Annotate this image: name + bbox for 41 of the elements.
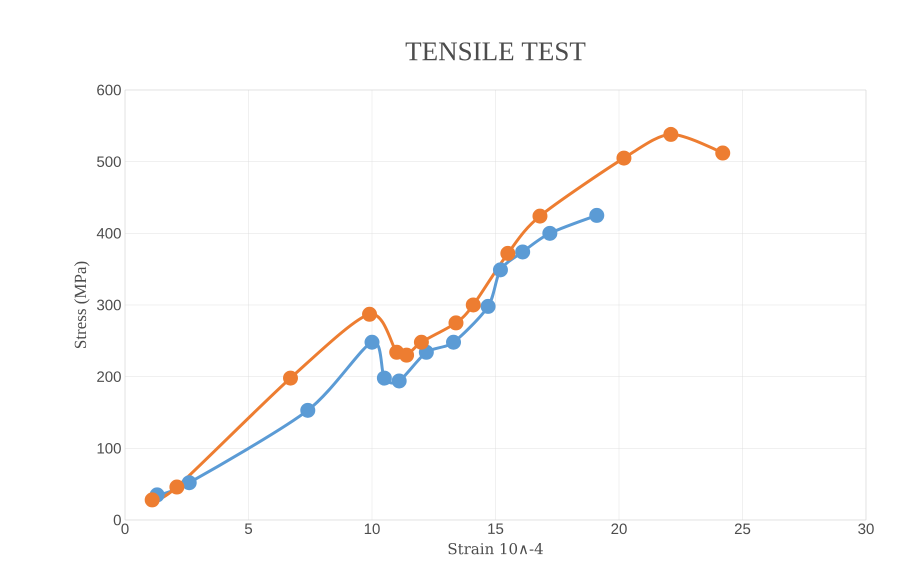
x-tick-label: 10 <box>364 524 380 534</box>
point <box>414 334 429 350</box>
x-tick-label: 30 <box>858 524 874 534</box>
point <box>446 334 462 350</box>
point <box>399 348 414 363</box>
point <box>500 246 516 261</box>
y-tick-label: 100 <box>98 443 121 454</box>
point <box>715 146 730 161</box>
x-tick-label: 0 <box>121 524 129 534</box>
point <box>364 334 380 350</box>
x-tick-label: 5 <box>244 524 252 534</box>
point <box>492 262 508 278</box>
chart-title: TENSILE TEST <box>406 42 586 60</box>
point <box>663 126 678 142</box>
x-tick-label: 20 <box>611 524 627 534</box>
point <box>448 315 464 330</box>
y-tick-label: 500 <box>97 156 121 167</box>
point <box>300 402 316 418</box>
y-tick-label: 200 <box>97 371 121 382</box>
y-tick-label: 300 <box>97 300 121 310</box>
y-tick-label: 400 <box>96 228 121 239</box>
x-tick-label: 15 <box>488 524 504 534</box>
y-axis-title: Stress (MPa) <box>74 262 90 348</box>
point <box>466 297 481 312</box>
point <box>392 373 407 388</box>
point <box>480 298 496 314</box>
point <box>376 370 392 386</box>
y-tick-label: 600 <box>97 84 121 96</box>
point <box>362 306 378 322</box>
point <box>616 150 632 166</box>
point <box>589 208 604 223</box>
point <box>542 226 558 241</box>
point <box>169 480 184 495</box>
point <box>283 370 298 386</box>
point <box>532 208 548 224</box>
point <box>515 244 530 260</box>
point <box>144 492 160 508</box>
x-tick-label: 25 <box>734 524 750 534</box>
x-axis-title: Strain 10∧-4 <box>448 543 543 554</box>
point <box>182 475 197 490</box>
y-tick-label: 0 <box>114 514 121 526</box>
